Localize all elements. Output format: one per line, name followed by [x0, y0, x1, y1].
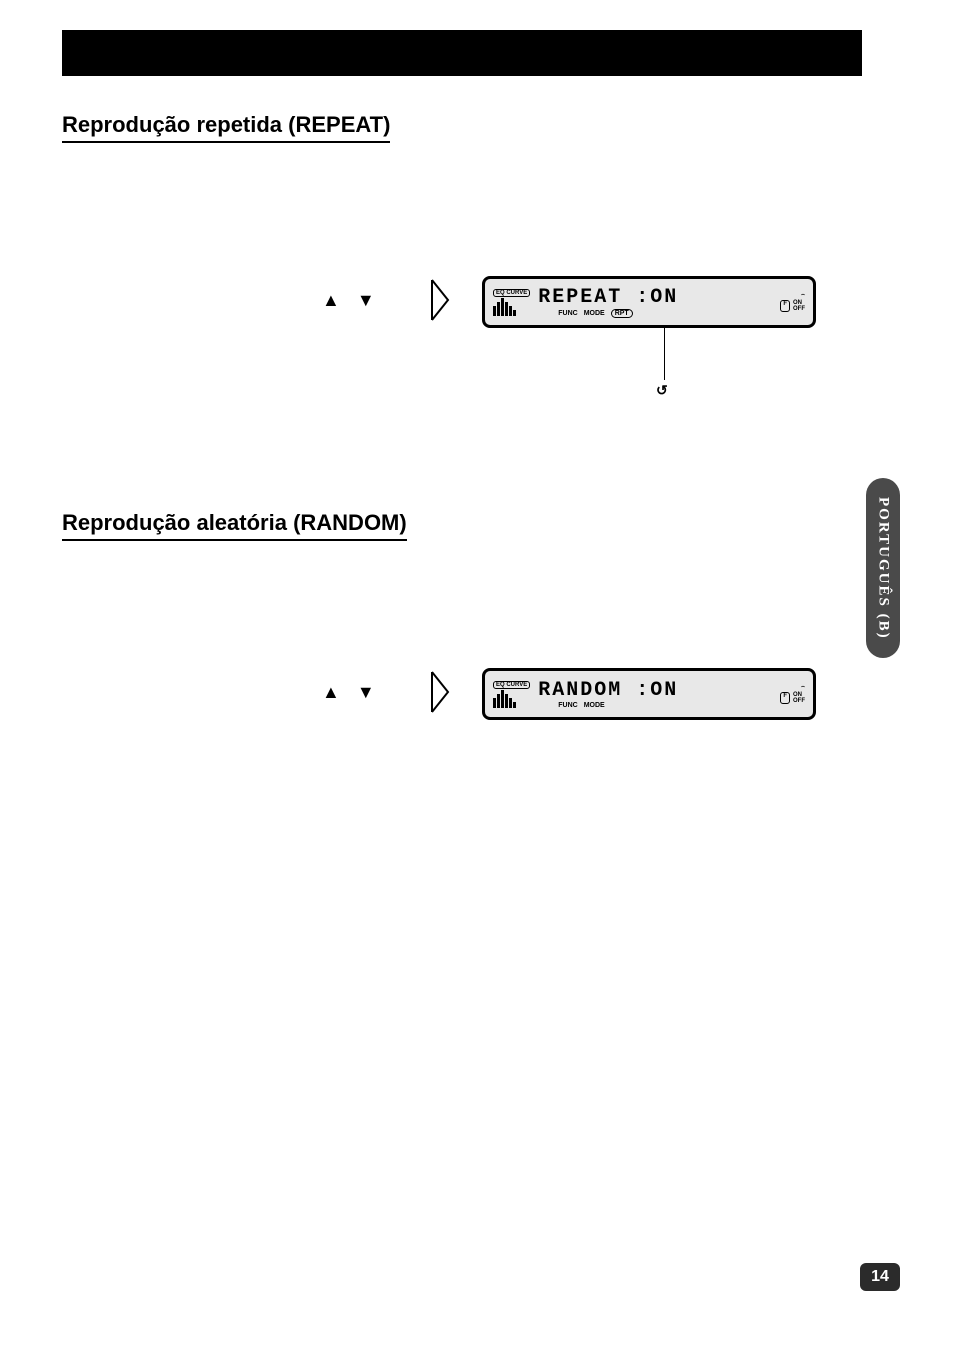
- language-side-tab-label: PORTUGUÊS (B): [875, 497, 892, 640]
- section1-lcd-main-text: REPEAT :ON: [538, 286, 678, 309]
- lcd-eq-block: EQ CURVE: [493, 289, 530, 316]
- lcd-mode-label: MODE: [584, 702, 605, 709]
- lcd-rpt-badge: RPT: [611, 309, 633, 318]
- section1-lcd: EQ CURVE REPEAT :ON FUNC MODE RPT ⌢ F ON…: [482, 276, 816, 328]
- lcd-loop-icon: ⌢: [801, 684, 805, 691]
- section1-callout-repeat-icon: ↺: [656, 382, 668, 399]
- lcd-func-label: FUNC: [558, 310, 577, 317]
- section2-lcd-main-text: RANDOM :ON: [538, 679, 678, 702]
- section1-title: Reprodução repetida (REPEAT): [62, 112, 390, 143]
- lcd-f-indicator: F: [780, 300, 790, 312]
- section2-title: Reprodução aleatória (RANDOM): [62, 510, 407, 541]
- lcd-func-label: FUNC: [558, 702, 577, 709]
- language-side-tab: PORTUGUÊS (B): [866, 478, 900, 658]
- lcd-right-indicators: ⌢ F ON OFF: [780, 292, 805, 312]
- lcd-eq-block: EQ CURVE: [493, 681, 530, 708]
- header-black-bar: [62, 30, 862, 76]
- section2-lcd: EQ CURVE RANDOM :ON FUNC MODE ⌢ F ON OFF: [482, 668, 816, 720]
- lcd-right-indicators: ⌢ F ON OFF: [780, 684, 805, 704]
- lcd-loop-icon: ⌢: [801, 292, 805, 299]
- section2-step-chevron-icon: [428, 670, 454, 714]
- lcd-eq-label: EQ CURVE: [493, 681, 530, 689]
- section1-callout-line: [664, 328, 665, 380]
- page-number-pill: 14: [860, 1263, 900, 1291]
- lcd-f-indicator: F: [780, 692, 790, 704]
- lcd-eq-label: EQ CURVE: [493, 289, 530, 297]
- lcd-off-indicator: OFF: [793, 306, 805, 312]
- section2-arrows: ▲ ▼: [322, 682, 381, 703]
- page-root: Reprodução repetida (REPEAT) ▲ ▼ EQ CURV…: [0, 0, 954, 1355]
- lcd-eq-bars: [493, 690, 530, 708]
- lcd-mode-label: MODE: [584, 310, 605, 317]
- lcd-eq-bars: [493, 298, 530, 316]
- lcd-off-indicator: OFF: [793, 698, 805, 704]
- page-number: 14: [871, 1268, 889, 1286]
- section1-step-chevron-icon: [428, 278, 454, 322]
- section1-arrows: ▲ ▼: [322, 290, 381, 311]
